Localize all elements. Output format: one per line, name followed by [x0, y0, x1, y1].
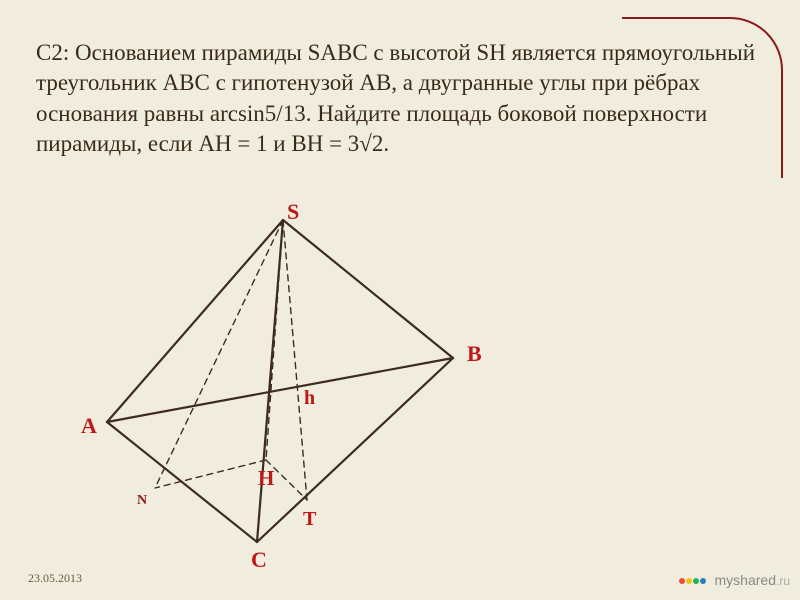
vertex-label-C: C [251, 547, 267, 573]
vertex-label-A: A [81, 413, 97, 439]
vertex-label-T: T [303, 508, 316, 531]
problem-statement: С2: Основанием пирамиды SABC c высотой S… [36, 38, 756, 159]
watermark-text: myshared [715, 572, 776, 588]
watermark: myshared.ru [679, 572, 790, 590]
vertex-label-H: H [258, 466, 274, 491]
slide-date: 23.05.2013 [28, 571, 82, 586]
vertex-label-S: S [287, 199, 299, 225]
vertex-label-N: N [137, 493, 147, 509]
watermark-domain: .ru [776, 574, 790, 588]
diagram-labels: SABCHTNh [85, 210, 505, 555]
vertex-label-B: B [467, 341, 482, 367]
vertex-label-h: h [304, 387, 315, 410]
slide: С2: Основанием пирамиды SABC c высотой S… [0, 0, 800, 600]
